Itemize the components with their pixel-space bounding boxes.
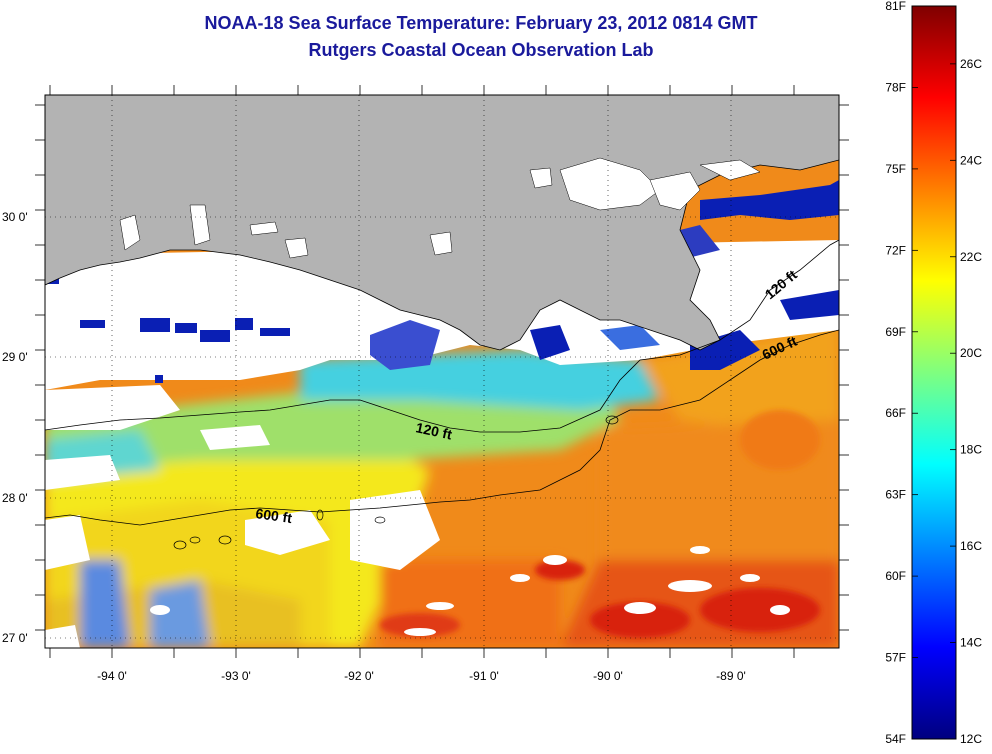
coastline xyxy=(45,159,839,351)
sst-imagery xyxy=(45,95,839,648)
colorbar-label-f: 69F xyxy=(885,325,906,339)
lat-label-30: 30 0' xyxy=(2,210,28,224)
colorbar-label-f: 81F xyxy=(885,0,906,13)
colorbar-label-f: 78F xyxy=(885,80,906,94)
lon-label-94: -94 0' xyxy=(97,669,127,683)
colorbar-label-c: 22C xyxy=(960,250,982,264)
lon-label-92: -92 0' xyxy=(344,669,374,683)
colorbar-gradient xyxy=(911,5,957,740)
colorbar-label-c: 26C xyxy=(960,57,982,71)
map-subtitle: Rutgers Coastal Ocean Observation Lab xyxy=(308,40,654,60)
colorbar-label-f: 63F xyxy=(885,488,906,502)
colorbar-label-f: 57F xyxy=(885,651,906,665)
contour-600ft xyxy=(45,329,839,526)
cold-water-patches xyxy=(45,155,839,383)
graticule xyxy=(45,95,839,648)
colorbar-label-c: 12C xyxy=(960,732,982,746)
lon-label-89: -89 0' xyxy=(716,669,746,683)
contour-label-120ft-west: 120 ft xyxy=(414,419,453,442)
colorbar-label-f: 66F xyxy=(885,406,906,420)
colorbar-label-f: 60F xyxy=(885,569,906,583)
colorbar-label-c: 24C xyxy=(960,153,982,167)
lat-label-27: 27 0' xyxy=(2,631,28,645)
contour-label-600ft-west: 600 ft xyxy=(255,505,294,526)
colorbar-label-f: 75F xyxy=(885,162,906,176)
map-frame xyxy=(44,94,840,649)
lat-label-28: 28 0' xyxy=(2,491,28,505)
colorbar-label-f: 54F xyxy=(885,732,906,746)
map-title: NOAA-18 Sea Surface Temperature: Februar… xyxy=(204,13,758,33)
colorbar-label-f: 72F xyxy=(885,243,906,257)
colorbar-label-c: 18C xyxy=(960,443,982,457)
colorbar-label-c: 20C xyxy=(960,346,982,360)
axis-ticks xyxy=(35,85,849,658)
longitude-labels: -94 0' -93 0' -92 0' -91 0' -90 0' -89 0… xyxy=(97,669,746,683)
land-mass xyxy=(45,95,839,350)
lon-label-90: -90 0' xyxy=(593,669,623,683)
lon-label-93: -93 0' xyxy=(221,669,251,683)
lat-label-29: 29 0' xyxy=(2,350,28,364)
colorbar-label-c: 16C xyxy=(960,539,982,553)
latitude-labels: 30 0' 29 0' 28 0' 27 0' xyxy=(2,210,28,645)
colorbar-label-c: 14C xyxy=(960,636,982,650)
contour-120ft xyxy=(45,239,839,433)
lon-label-91: -91 0' xyxy=(469,669,499,683)
colorbar: 81F 78F 75F 72F 69F 66F 63F 60F 57F 54F 26C 24C 22C… xyxy=(885,0,982,746)
